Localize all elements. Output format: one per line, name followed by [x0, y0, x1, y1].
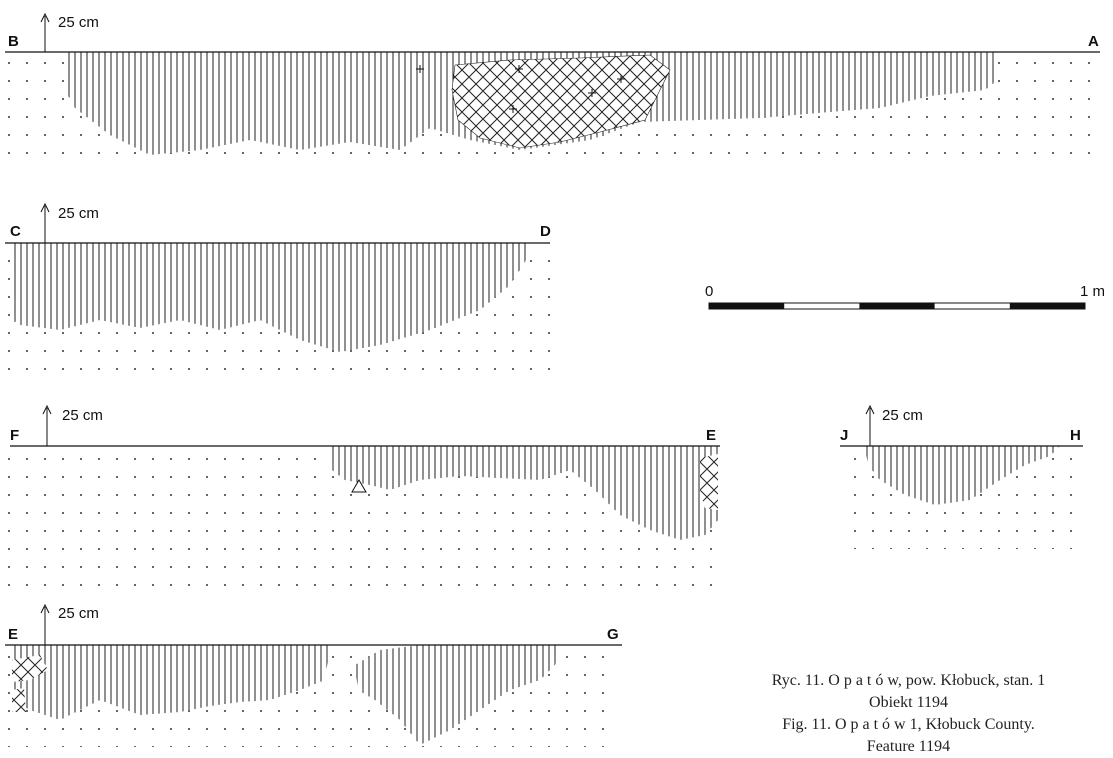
point-label-left: F [10, 427, 19, 444]
scale-segment-black [709, 303, 785, 309]
profile-c-d: 25 cm C D [5, 202, 551, 384]
depth-arrow [40, 603, 50, 645]
point-label-left: B [8, 33, 19, 50]
scale-segments [709, 303, 1085, 309]
scale-segment-black [859, 303, 935, 309]
find-markers [416, 65, 625, 113]
scale-start-label: 0 [705, 283, 713, 300]
scale-end-label: 1 m [1080, 283, 1105, 300]
point-label-right: H [1070, 427, 1081, 444]
point-label-right: A [1088, 33, 1099, 50]
depth-label: 25 cm [882, 407, 923, 424]
depth-arrow [40, 12, 50, 52]
depth-arrow [865, 404, 875, 446]
figure-caption: Ryc. 11. O p a t ó w, pow. Kłobuck, stan… [706, 670, 1111, 758]
profile-b-a: 25 cm B A [5, 12, 1100, 166]
point-label-right: G [607, 626, 619, 643]
point-label-left: E [8, 626, 18, 643]
profile-f-e: 25 cm F E [5, 404, 720, 589]
caption-polish-feature: Obiekt 1194 [869, 694, 948, 711]
point-label-left: C [10, 223, 21, 240]
triangle-marker [351, 479, 367, 493]
profile-j-h: 25 cm J H [838, 404, 1083, 549]
scale-segment-black [1009, 303, 1085, 309]
caption-english-feature: Feature 1194 [866, 738, 951, 755]
point-label-left: J [840, 427, 848, 444]
point-label-right: D [540, 223, 551, 240]
point-label-right: E [706, 427, 716, 444]
depth-label: 25 cm [58, 14, 99, 31]
depth-arrow [40, 202, 50, 243]
depth-arrow [42, 404, 52, 446]
profile-e-g: 25 cm E G [5, 603, 622, 747]
depth-label: 25 cm [58, 605, 99, 622]
depth-label: 25 cm [62, 407, 103, 424]
caption-english-title: Fig. 11. O p a t ó w 1, Kłobuck County. [782, 716, 1035, 733]
depth-label: 25 cm [58, 205, 99, 222]
scale-bar: 0 1 m [705, 283, 1105, 310]
caption-polish-title: Ryc. 11. O p a t ó w, pow. Kłobuck, stan… [771, 672, 1046, 689]
